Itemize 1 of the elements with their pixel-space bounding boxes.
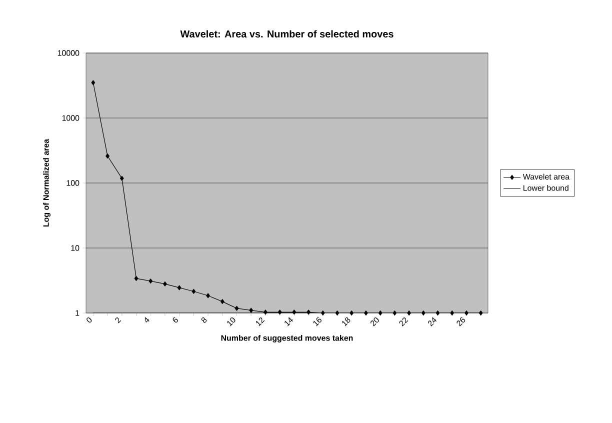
chart-title: Wavelet: Area vs. Number of selected moves (180, 30, 394, 38)
